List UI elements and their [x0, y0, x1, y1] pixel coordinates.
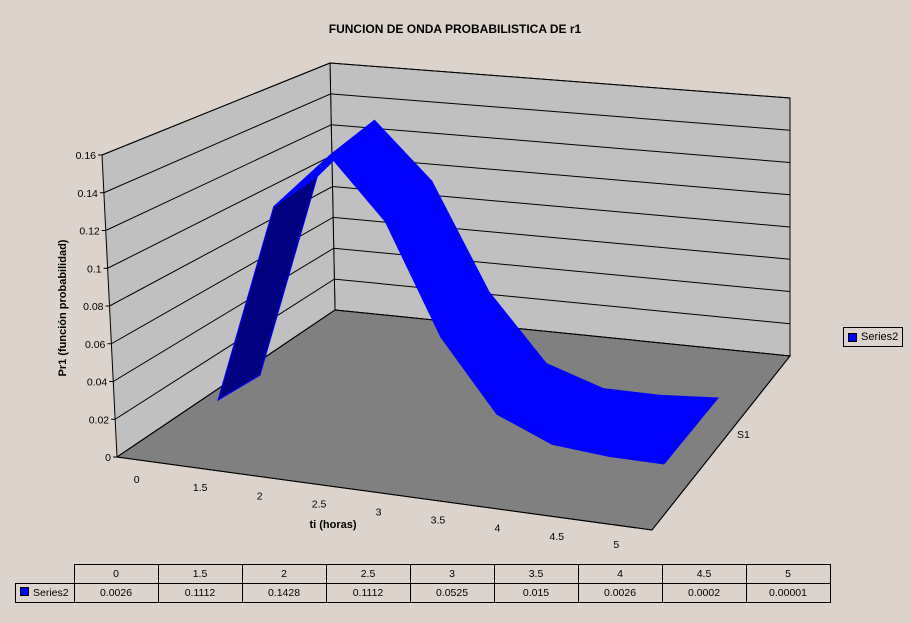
data-table-value-cell: 0.0026	[73, 583, 159, 603]
gridline	[105, 124, 791, 231]
y-axis-ticks: 0 0.02 0.04 0.06 0.08 0.1 0.12 0.14 0.16	[76, 150, 117, 464]
data-table-value-cell: 0.015	[493, 583, 579, 603]
series-surface	[217, 119, 720, 465]
y-tick-label: 0.06	[85, 339, 106, 351]
gridline	[103, 93, 791, 194]
data-table-header-cell: 3	[409, 564, 495, 584]
data-table-value-cell: 0.1428	[241, 583, 327, 603]
data-table-header-cell: 0	[73, 564, 159, 584]
x-tick-label: 5	[613, 539, 619, 551]
data-table-value-cell: 0.1112	[325, 583, 411, 603]
data-table-header-row: 0 1.5 2 2.5 3 3.5 4 4.5 5	[16, 564, 831, 584]
gridline	[109, 185, 791, 307]
x-tick-label: 0	[134, 474, 140, 486]
surface-segment	[607, 394, 720, 465]
data-table-series-label: Series2	[15, 583, 75, 603]
data-table-header-cell: 4	[577, 564, 663, 584]
data-table-value-cell: 0.1112	[157, 583, 243, 603]
data-table-header-cell: 5	[745, 564, 831, 584]
y-tick-label: 0.16	[76, 150, 97, 162]
y-tick-label: 0.12	[79, 226, 100, 238]
depth-axis-label: S1	[737, 429, 750, 441]
gridline	[101, 62, 791, 156]
x-tick-label: 4.5	[550, 531, 565, 543]
y-tick-label: 0	[105, 452, 111, 464]
depth-axis-line	[651, 355, 791, 531]
gridline	[111, 216, 791, 345]
gridline	[114, 278, 791, 420]
data-table-corner	[16, 565, 75, 584]
chart-title: FUNCION DE ONDA PROBABILISTICA DE r1	[329, 22, 582, 36]
y-tick-label: 0.04	[87, 377, 108, 389]
data-table-value-cell: 0.0525	[409, 583, 495, 603]
legend: Series2	[843, 327, 903, 347]
data-table-header-cell: 2	[241, 564, 327, 584]
data-table-header-cell: 3.5	[493, 564, 579, 584]
x-axis-title: ti (horas)	[309, 519, 356, 531]
x-tick-label: 2	[257, 490, 263, 502]
y-tick-label: 0.02	[89, 414, 110, 426]
x-tick-label: 1.5	[193, 482, 208, 494]
gridline	[112, 247, 791, 382]
data-table-series-row: Series2 0.0026 0.1112 0.1428 0.1112 0.0525 0.…	[15, 583, 831, 603]
gridlines	[101, 62, 791, 458]
data-table-value-cell: 0.0002	[661, 583, 747, 603]
data-table-value-cell: 0.00001	[745, 583, 831, 603]
gridline	[116, 309, 791, 458]
x-tick-label: 2.5	[312, 498, 327, 510]
legend-swatch	[848, 332, 857, 342]
x-axis-ticks: 0 1.5 2 2.5 3 3.5 4 4.5 5	[116, 456, 653, 551]
data-table: 0 1.5 2 2.5 3 3.5 4 4.5 5 Series2 0.0026 0.1112 0.…	[15, 564, 831, 603]
y-tick-label: 0.14	[77, 188, 98, 200]
x-tick-label: 3	[376, 507, 382, 519]
data-table-value-cell: 0.0026	[577, 583, 663, 603]
x-tick-label: 3.5	[431, 515, 446, 527]
data-table-header-cell: 4.5	[661, 564, 747, 584]
data-table-header-cell: 2.5	[325, 564, 411, 584]
y-axis-title: Pr1 (función probabilidad)	[57, 239, 69, 376]
data-table-header-cell: 1.5	[157, 564, 243, 584]
legend-label: Series2	[861, 331, 899, 343]
y-tick-label: 0.1	[87, 263, 102, 275]
y-tick-label: 0.08	[83, 301, 104, 313]
x-tick-label: 4	[494, 523, 500, 535]
